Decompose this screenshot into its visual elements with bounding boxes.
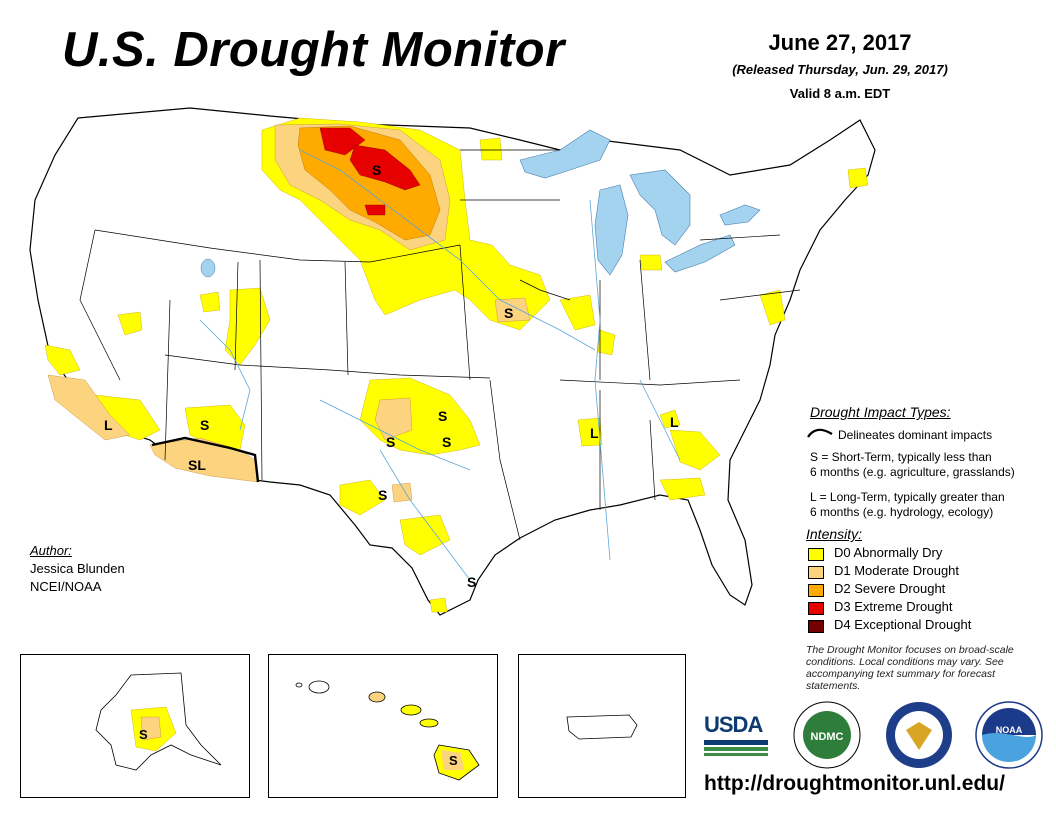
lake-superior [519, 129, 611, 179]
intensity-label: D1 Moderate Drought [834, 563, 960, 578]
intensity-swatch [808, 584, 824, 597]
state-borders [79, 149, 801, 541]
lake-huron [629, 169, 691, 246]
noaa-logo: NOAA [975, 701, 1043, 769]
intensity-heading: Intensity: [806, 526, 863, 542]
impact-label-l: L [670, 414, 679, 430]
impact-label-s: S [378, 487, 387, 503]
d3-areas [319, 127, 421, 216]
impact-label-s: S [372, 162, 381, 178]
doc-seal [886, 702, 952, 768]
lake-michigan [594, 184, 629, 276]
intensity-label: D4 Exceptional Drought [834, 617, 972, 632]
ndmc-logo-text: NDMC [811, 731, 844, 743]
map-title: U.S. Drought Monitor [62, 23, 565, 77]
impact-label-s: S [386, 434, 395, 450]
intensity-label: D0 Abnormally Dry [834, 545, 943, 560]
author-org: NCEI/NOAA [30, 579, 102, 594]
lake-erie [664, 234, 736, 273]
hawaii-impact-s: S [449, 753, 458, 768]
impact-label-l: L [104, 417, 113, 433]
great-salt-lake [200, 258, 216, 278]
lake-ontario [719, 204, 761, 226]
map-date: June 27, 2017 [768, 30, 912, 55]
impact-label-sl: SL [188, 457, 206, 473]
impact-line-icon [807, 428, 833, 438]
intensity-swatch [808, 620, 824, 633]
release-date: (Released Thursday, Jun. 29, 2017) [732, 62, 948, 77]
d2-areas [297, 125, 441, 241]
puerto-rico-inset [518, 654, 686, 798]
impact-line-label: Delineates dominant impacts [838, 428, 993, 442]
intensity-label: D2 Severe Drought [834, 581, 946, 596]
impact-label-s: S [438, 408, 447, 424]
ndmc-logo: NDMC [793, 701, 861, 769]
impact-label-l: L [590, 425, 599, 441]
impact-label-s: S [442, 434, 451, 450]
alaska-impact-s: S [139, 727, 148, 742]
impact-boundary [151, 436, 260, 483]
intensity-swatch [808, 548, 824, 561]
noaa-logo-text: NOAA [996, 725, 1023, 735]
impact-legend-heading: Drought Impact Types: [810, 404, 951, 420]
impact-label-s: S [200, 417, 209, 433]
disclaimer-note: The Drought Monitor focuses on broad-sca… [806, 644, 1014, 692]
monitor-url-link[interactable]: http://droughtmonitor.unl.edu/ [704, 772, 1005, 795]
hawaii-inset: S [268, 654, 498, 798]
long-term-line2: 6 months (e.g. hydrology, ecology) [810, 505, 994, 519]
impact-labels: S S S L SL S S S S L L S [104, 162, 679, 590]
intensity-swatch [808, 602, 824, 615]
intensity-label: D3 Extreme Drought [834, 599, 953, 614]
author-heading: Author: [30, 543, 72, 558]
usda-logo: USDA [704, 712, 768, 762]
long-term-line1: L = Long-Term, typically greater than [810, 490, 1005, 504]
valid-time: Valid 8 a.m. EDT [789, 86, 891, 101]
intensity-swatch [808, 566, 824, 579]
short-term-line2: 6 months (e.g. agriculture, grasslands) [810, 465, 1015, 479]
impact-label-s: S [467, 574, 476, 590]
short-term-line1: S = Short-Term, typically less than [810, 450, 992, 464]
alaska-inset: S [20, 654, 250, 798]
author-name: Jessica Blunden [30, 561, 125, 576]
rivers [199, 149, 681, 581]
impact-label-s: S [504, 305, 513, 321]
